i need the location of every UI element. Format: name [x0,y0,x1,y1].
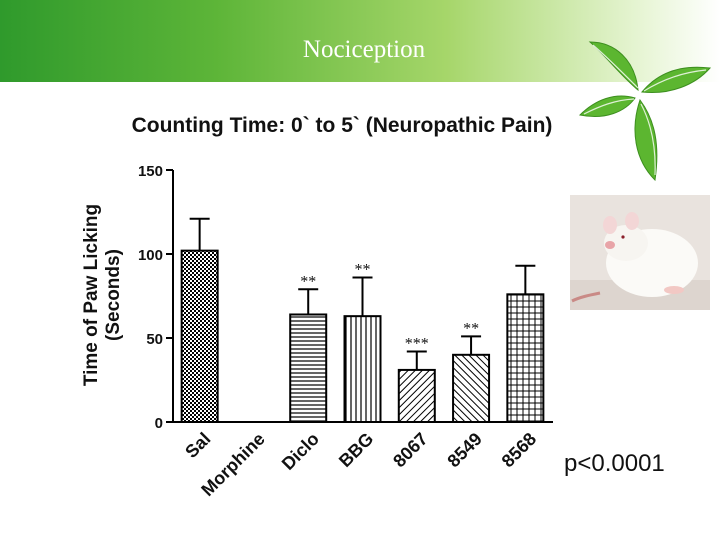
bar-8568 [506,293,545,424]
bar-chart: 0 50 100 150 Time of Paw Licking (Seconds) Sa… [81,163,553,500]
significance-label: ** [355,262,371,279]
slide-title: Nociception [302,36,426,63]
y-axis-label: (Seconds) [103,249,124,341]
slide-header-band [0,0,720,82]
rat-licking-paw-photo [570,195,710,310]
y-axis-label: Time of Paw Licking [81,204,102,386]
bar-diclo [289,313,328,424]
x-tick-label: 8568 [498,429,540,471]
y-tick-label: 50 [146,331,163,348]
bar-8549 [452,353,491,423]
p-value-label: p<0.0001 [564,450,665,477]
bar-8067 [397,368,436,424]
x-tick-label: 8067 [389,429,431,471]
x-tick-label: Diclo [278,429,323,474]
bar-bbg [343,315,382,423]
chart-title: Counting Time: 0` to 5` (Neuropathic Pai… [131,114,553,137]
bar-sal [180,249,219,423]
y-tick-label: 0 [155,415,163,432]
x-tick-label: Sal [181,429,214,462]
y-tick-label: 150 [138,163,163,180]
y-tick-label: 100 [138,247,163,264]
significance-label: ** [463,320,479,337]
x-tick-label: BBG [335,429,377,471]
green-leaves-icon [578,41,712,182]
x-tick-label: 8549 [443,429,485,471]
significance-label: ** [300,273,316,290]
significance-label: *** [405,335,429,352]
